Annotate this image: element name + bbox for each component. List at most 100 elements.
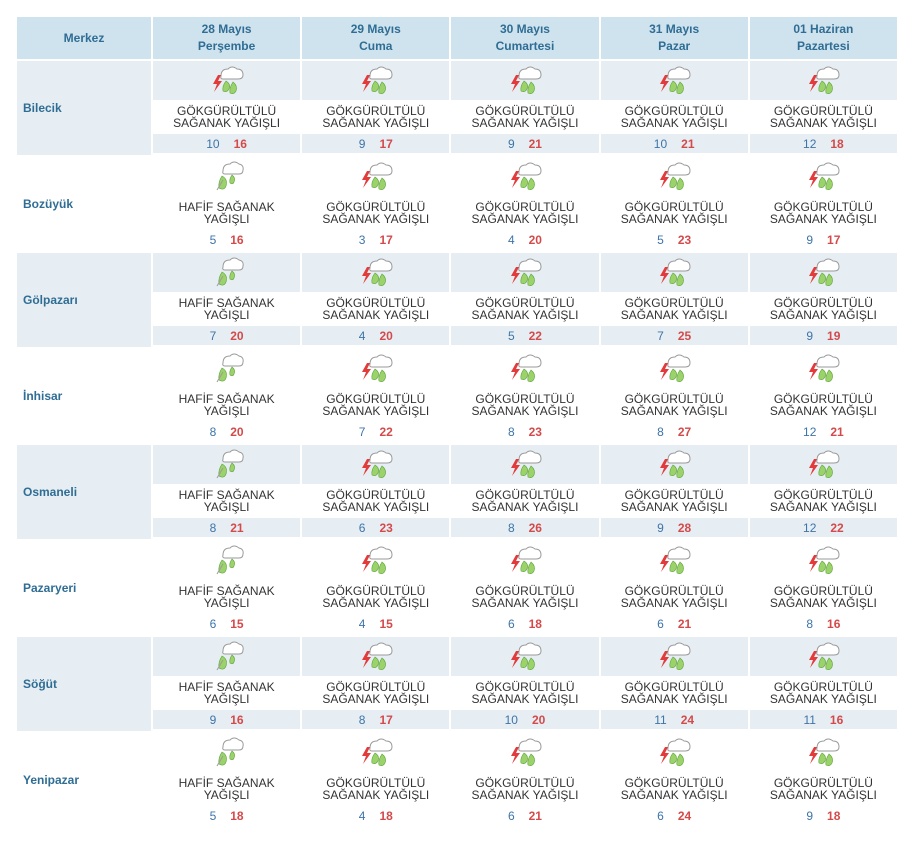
min-temp: 4 [507,232,515,247]
forecast-cell: GÖKGÜRÜLTÜLÜ SAĞANAK YAĞIŞLI 9 18 [749,733,897,827]
min-temp: 4 [358,328,366,343]
thunder-rain-icon [451,637,599,676]
weather-description-line: SAĞANAK YAĞIŞLI [620,500,728,514]
weather-description-line: GÖKGÜRÜLTÜLÜ [773,776,873,790]
max-temp: 15 [230,616,244,631]
max-temp: 15 [379,616,393,631]
weather-description-line: SAĞANAK YAĞIŞLI [322,116,430,130]
day-date: 31 Mayıs [649,22,700,36]
light-shower-icon [153,541,300,580]
forecast-cell: GÖKGÜRÜLTÜLÜ SAĞANAK YAĞIŞLI 9 28 [600,445,748,539]
thunder-rain-icon [451,157,598,196]
weather-description-line: SAĞANAK YAĞIŞLI [471,596,579,610]
weather-description-line: SAĞANAK YAĞIŞLI [471,116,579,130]
min-temp: 10 [653,136,668,151]
weather-description-line: SAĞANAK YAĞIŞLI [769,596,877,610]
weather-description-line: YAĞIŞLI [203,212,250,226]
forecast-cell: HAFİF SAĞANAK YAĞIŞLI 9 16 [153,637,301,731]
max-temp: 21 [677,616,692,631]
max-temp: 18 [827,808,841,823]
min-temp: 8 [209,424,217,439]
weather-description-line: GÖKGÜRÜLTÜLÜ [177,104,277,118]
weather-description: GÖKGÜRÜLTÜLÜ SAĞANAK YAĞIŞLI [619,201,729,225]
min-temp: 5 [209,232,217,247]
weather-description-line: GÖKGÜRÜLTÜLÜ [326,104,426,118]
weather-description-line: GÖKGÜRÜLTÜLÜ [773,104,873,118]
min-temp: 4 [358,616,366,631]
weather-description: HAFİF SAĞANAK YAĞIŞLI [172,681,282,705]
weather-description: GÖKGÜRÜLTÜLÜ SAĞANAK YAĞIŞLI [470,105,580,129]
max-temp: 19 [827,328,841,343]
thunder-rain-icon [600,637,748,676]
weather-description: GÖKGÜRÜLTÜLÜ SAĞANAK YAĞIŞLI [321,297,431,321]
min-temp: 6 [358,520,366,535]
weather-description-line: GÖKGÜRÜLTÜLÜ [475,776,575,790]
weather-description-line: SAĞANAK YAĞIŞLI [769,308,877,322]
weather-description-line: GÖKGÜRÜLTÜLÜ [326,296,426,310]
forecast-cell: HAFİF SAĞANAK YAĞIŞLI 6 15 [153,541,301,635]
max-temp: 21 [681,136,695,151]
weather-description-line: GÖKGÜRÜLTÜLÜ [475,488,575,502]
day-date: 28 Mayıs [201,22,252,36]
day-header: 30 Mayıs Cumartesi [451,17,599,59]
weather-description: HAFİF SAĞANAK YAĞIŞLI [172,393,282,417]
light-shower-icon [153,253,301,292]
forecast-cell: GÖKGÜRÜLTÜLÜ SAĞANAK YAĞIŞLI 11 16 [749,637,897,731]
merkez-header: Merkez [17,17,151,59]
city-name: Bozüyük [17,157,151,251]
city-name: Gölpazarı [17,253,151,347]
weather-description: GÖKGÜRÜLTÜLÜ SAĞANAK YAĞIŞLI [321,585,431,609]
weather-description-line: SAĞANAK YAĞIŞLI [620,788,728,802]
header-row: Merkez 28 Mayıs Perşembe 29 Mayıs Cuma 30 … [17,17,897,59]
weather-description-line: SAĞANAK YAĞIŞLI [769,116,877,130]
weather-description-line: SAĞANAK YAĞIŞLI [769,692,877,706]
weather-description-line: GÖKGÜRÜLTÜLÜ [326,488,426,502]
weather-description-line: GÖKGÜRÜLTÜLÜ [475,392,575,406]
weather-description-line: GÖKGÜRÜLTÜLÜ [326,584,426,598]
weather-description-line: GÖKGÜRÜLTÜLÜ [475,680,575,694]
weather-description: GÖKGÜRÜLTÜLÜ SAĞANAK YAĞIŞLI [619,393,729,417]
weather-description-line: YAĞIŞLI [203,692,250,706]
weather-description-line: SAĞANAK YAĞIŞLI [769,212,877,226]
forecast-cell: GÖKGÜRÜLTÜLÜ SAĞANAK YAĞIŞLI 9 21 [451,61,599,155]
weather-description-line: GÖKGÜRÜLTÜLÜ [773,488,873,502]
thunder-rain-icon [600,445,748,484]
max-temp: 24 [680,712,695,727]
max-temp: 22 [528,328,542,343]
min-temp: 5 [507,328,515,343]
min-temp: 3 [358,232,366,247]
min-temp: 8 [657,424,664,439]
day-weekday: Perşembe [197,39,256,53]
forecast-cell: GÖKGÜRÜLTÜLÜ SAĞANAK YAĞIŞLI 12 22 [749,445,897,539]
weather-description: GÖKGÜRÜLTÜLÜ SAĞANAK YAĞIŞLI [470,297,580,321]
min-temp: 12 [803,520,817,535]
weather-description: GÖKGÜRÜLTÜLÜ SAĞANAK YAĞIŞLI [619,585,729,609]
forecast-cell: GÖKGÜRÜLTÜLÜ SAĞANAK YAĞIŞLI 9 17 [749,157,897,251]
max-temp: 18 [528,616,542,631]
forecast-table: Merkez 28 Mayıs Perşembe 29 Mayıs Cuma 30 … [15,15,899,829]
weather-description: GÖKGÜRÜLTÜLÜ SAĞANAK YAĞIŞLI [470,681,580,705]
weather-description-line: SAĞANAK YAĞIŞLI [769,404,877,418]
max-temp: 22 [830,520,844,535]
weather-description-line: GÖKGÜRÜLTÜLÜ [773,296,873,310]
forecast-cell: GÖKGÜRÜLTÜLÜ SAĞANAK YAĞIŞLI 8 17 [302,637,450,731]
thunder-rain-icon [302,253,450,292]
weather-description-line: GÖKGÜRÜLTÜLÜ [624,296,724,310]
weather-description: GÖKGÜRÜLTÜLÜ SAĞANAK YAĞIŞLI [619,777,729,801]
city-name: Pazaryeri [17,541,151,635]
max-temp: 16 [230,232,244,247]
forecast-cell: GÖKGÜRÜLTÜLÜ SAĞANAK YAĞIŞLI 6 23 [302,445,450,539]
weather-description-line: GÖKGÜRÜLTÜLÜ [475,296,575,310]
forecast-cell: GÖKGÜRÜLTÜLÜ SAĞANAK YAĞIŞLI 8 26 [451,445,599,539]
max-temp: 23 [528,424,542,439]
max-temp: 16 [829,712,844,727]
thunder-rain-icon [302,733,449,772]
max-temp: 18 [379,808,393,823]
forecast-cell: GÖKGÜRÜLTÜLÜ SAĞANAK YAĞIŞLI 9 19 [749,253,897,347]
weather-description-line: GÖKGÜRÜLTÜLÜ [624,776,724,790]
weather-description-line: SAĞANAK YAĞIŞLI [322,596,430,610]
forecast-cell: GÖKGÜRÜLTÜLÜ SAĞANAK YAĞIŞLI 6 21 [451,733,599,827]
weather-description: GÖKGÜRÜLTÜLÜ SAĞANAK YAĞIŞLI [619,297,729,321]
min-temp: 11 [803,712,816,727]
max-temp: 23 [677,232,692,247]
